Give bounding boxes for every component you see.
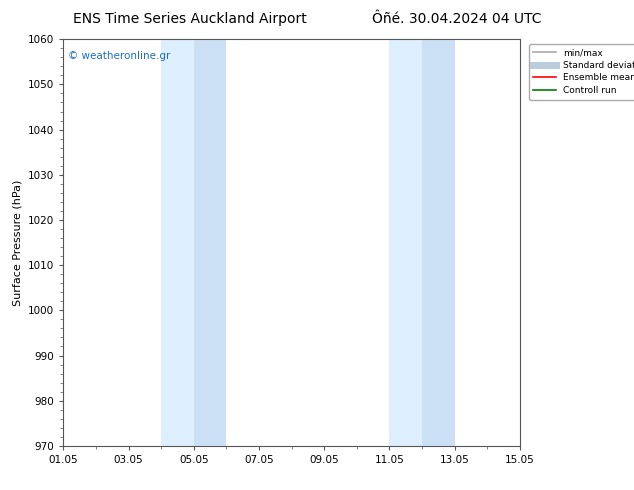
Bar: [194, 39, 226, 446]
Bar: [389, 39, 422, 446]
Text: © weatheronline.gr: © weatheronline.gr: [68, 51, 171, 61]
Legend: min/max, Standard deviation, Ensemble mean run, Controll run: min/max, Standard deviation, Ensemble me…: [529, 44, 634, 99]
Y-axis label: Surface Pressure (hPa): Surface Pressure (hPa): [13, 179, 23, 306]
Bar: [422, 39, 455, 446]
Text: ENS Time Series Auckland Airport: ENS Time Series Auckland Airport: [74, 12, 307, 26]
Bar: [161, 39, 194, 446]
Text: Ôñé. 30.04.2024 04 UTC: Ôñé. 30.04.2024 04 UTC: [372, 12, 541, 26]
